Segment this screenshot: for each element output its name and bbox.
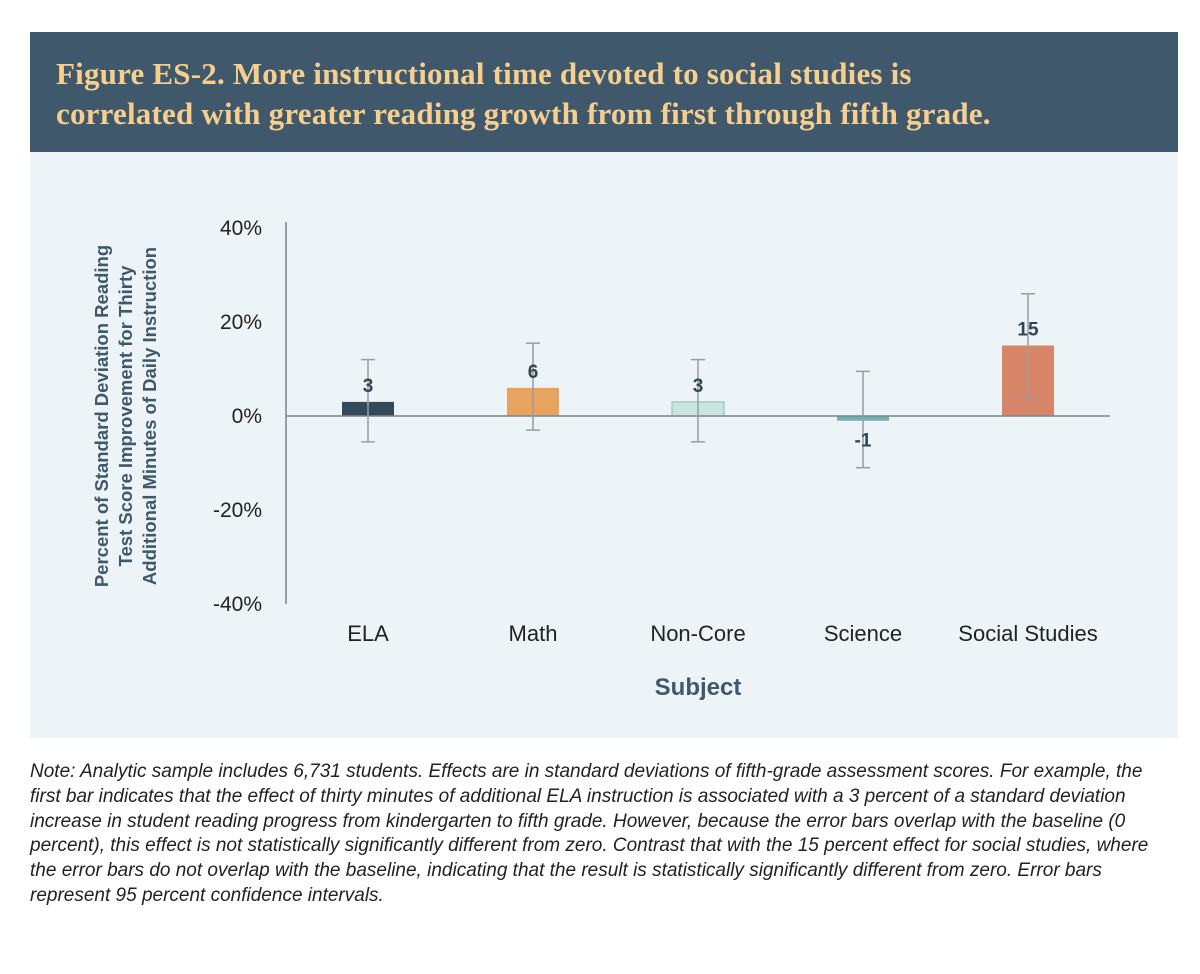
data-label: 6 bbox=[528, 362, 539, 383]
y-axis-title-line: Test Score Improvement for Thirty bbox=[115, 265, 136, 567]
figure-note: Note: Analytic sample includes 6,731 stu… bbox=[30, 761, 1149, 906]
figure-title-line-2: correlated with greater reading growth f… bbox=[56, 96, 991, 131]
chart-panel: 40% 20% 0% -20% -40% 3 6 3 -1 15 ELA Math Non-Core Sc… bbox=[30, 152, 1178, 738]
data-label: 15 bbox=[1017, 320, 1039, 341]
figure-title-line-1: Figure ES-2. More instructional time dev… bbox=[56, 56, 912, 91]
x-axis-title: Subject bbox=[655, 674, 742, 701]
x-category-label: Non-Core bbox=[650, 621, 745, 646]
data-label: 3 bbox=[693, 376, 704, 397]
bar-chart: 40% 20% 0% -20% -40% 3 6 3 -1 15 ELA Math Non-Core Sc… bbox=[91, 217, 1110, 701]
x-category-label: Math bbox=[509, 621, 558, 646]
y-axis-title-line: Additional Minutes of Daily Instruction bbox=[139, 247, 160, 585]
figure-title-banner: Figure ES-2. More instructional time dev… bbox=[30, 32, 1178, 152]
data-label: 3 bbox=[363, 376, 374, 397]
x-category-label: Social Studies bbox=[958, 621, 1097, 646]
x-category-label: Science bbox=[824, 621, 902, 646]
figure-title: Figure ES-2. More instructional time dev… bbox=[56, 54, 1152, 134]
data-label: -1 bbox=[855, 431, 872, 452]
y-tick-label: -20% bbox=[213, 499, 262, 522]
y-axis-title-line: Percent of Standard Deviation Reading bbox=[91, 245, 112, 587]
y-tick-label: -40% bbox=[213, 593, 262, 616]
y-tick-label: 20% bbox=[220, 311, 262, 334]
x-category-label: ELA bbox=[347, 621, 389, 646]
y-tick-label: 40% bbox=[220, 217, 262, 240]
y-tick-label: 0% bbox=[232, 405, 262, 428]
